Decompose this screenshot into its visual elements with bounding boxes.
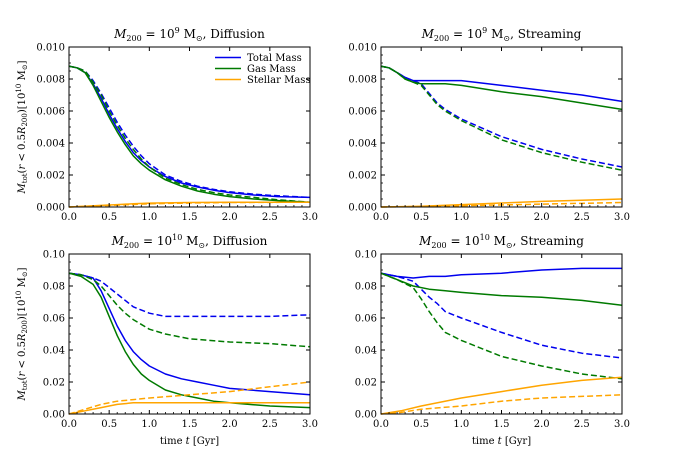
series-total-mass-dashed xyxy=(68,65,311,199)
y-tick-label: 0.000 xyxy=(348,203,377,214)
y-axis-label: Mtot(r < 0.5R200)[1010 M⊙] xyxy=(15,267,29,401)
x-tick-label: 3.0 xyxy=(302,212,318,223)
series-group xyxy=(380,267,623,415)
series-total-mass-dashed xyxy=(68,272,311,318)
y-tick-label: 0.02 xyxy=(355,378,377,389)
x-tick-label: 2.5 xyxy=(262,212,278,223)
y-tick-label: 0.000 xyxy=(36,203,65,214)
x-tick-label: 0.0 xyxy=(61,212,77,223)
y-tick-label: 0.00 xyxy=(43,410,65,421)
subplot-title: M200 = 1010 M⊙, Diffusion xyxy=(111,233,268,250)
series-total-mass-solid xyxy=(68,272,311,396)
subplot-title: M200 = 109 M⊙, Diffusion xyxy=(113,26,265,43)
series-gas-mass-dashed xyxy=(380,65,623,171)
series-stellar-mass-dashed xyxy=(380,394,623,415)
x-tick-label: 3.0 xyxy=(614,212,630,223)
x-tick-label: 1.5 xyxy=(494,419,510,430)
x-tick-label: 1.0 xyxy=(141,419,157,430)
series-gas-mass-dashed xyxy=(68,65,311,203)
subplot-title: M200 = 109 M⊙, Streaming xyxy=(421,26,582,43)
y-tick-label: 0.002 xyxy=(348,171,377,182)
x-tick-label: 1.5 xyxy=(494,212,510,223)
y-tick-label: 0.010 xyxy=(348,43,377,54)
subplot-1: 0.0 0.5 1.0 1.5 2.0 2.5 3.0 0.000 0.002 0.004 0.00… xyxy=(15,26,318,223)
x-tick-label: 1.5 xyxy=(182,212,198,223)
subplot-2: 0.0 0.5 1.0 1.5 2.0 2.5 3.0 0.000 0.002 0.004 0.00… xyxy=(348,26,630,223)
x-tick-label: 0.5 xyxy=(413,419,429,430)
y-tick-label: 0.04 xyxy=(355,346,377,357)
x-tick-label: 0.5 xyxy=(101,212,117,223)
series-gas-mass-dashed xyxy=(68,272,311,348)
y-tick-label: 0.006 xyxy=(348,107,377,118)
x-tick-label: 0.0 xyxy=(61,419,77,430)
series-gas-mass-dashed xyxy=(380,272,623,380)
series-stellar-mass-dashed xyxy=(68,201,311,208)
y-tick-label: 0.008 xyxy=(36,75,65,86)
y-tick-label: 0.010 xyxy=(36,43,65,54)
x-tick-label: 2.5 xyxy=(574,419,590,430)
series-stellar-mass-dashed xyxy=(68,381,311,415)
x-tick-label: 1.0 xyxy=(453,419,469,430)
series-gas-mass-solid xyxy=(68,272,311,409)
x-tick-label: 2.0 xyxy=(222,419,238,430)
y-tick-label: 0.08 xyxy=(355,282,377,293)
series-group xyxy=(68,272,311,415)
x-tick-label: 3.0 xyxy=(302,419,318,430)
x-tick-label: 0.5 xyxy=(101,419,117,430)
legend-label: Gas Mass xyxy=(247,64,296,75)
x-tick-label: 1.0 xyxy=(141,212,157,223)
series-gas-mass-solid xyxy=(68,65,311,203)
x-tick-label: 2.0 xyxy=(534,419,550,430)
y-axis-label: Mtot(r < 0.5R200)[1010 M⊙] xyxy=(15,60,29,194)
series-stellar-mass-solid xyxy=(380,376,623,415)
series-gas-mass-solid xyxy=(380,272,623,306)
y-tick-label: 0.10 xyxy=(355,250,377,261)
series-gas-mass-solid xyxy=(380,65,623,111)
y-tick-label: 0.06 xyxy=(43,314,65,325)
x-tick-label: 0.5 xyxy=(413,212,429,223)
y-tick-label: 0.10 xyxy=(43,250,65,261)
y-tick-label: 0.06 xyxy=(355,314,377,325)
series-total-mass-dashed xyxy=(380,272,623,359)
y-tick-label: 0.006 xyxy=(36,107,65,118)
x-tick-label: 2.0 xyxy=(222,212,238,223)
subplot-title: M200 = 1010 M⊙, Streaming xyxy=(418,233,584,250)
y-tick-label: 0.004 xyxy=(348,139,377,150)
series-total-mass-solid xyxy=(380,267,622,279)
y-tick-label: 0.008 xyxy=(348,75,377,86)
series-total-mass-solid xyxy=(68,65,311,199)
x-tick-label: 2.0 xyxy=(534,212,550,223)
y-tick-label: 0.002 xyxy=(36,171,65,182)
x-tick-label: 0.0 xyxy=(373,419,389,430)
subplot-4: 0.0 0.5 1.0 1.5 2.0 2.5 3.0 0.00 0.02 0.04 0.06 0.0… xyxy=(355,233,630,447)
y-tick-label: 0.04 xyxy=(43,346,65,357)
x-tick-label: 1.5 xyxy=(182,419,198,430)
x-axis-label: time t [Gyr] xyxy=(472,436,531,447)
legend-label: Stellar Mass xyxy=(247,75,311,86)
x-tick-label: 1.0 xyxy=(453,212,469,223)
y-tick-label: 0.00 xyxy=(355,410,377,421)
y-tick-label: 0.08 xyxy=(43,282,65,293)
x-tick-label: 2.5 xyxy=(262,419,278,430)
x-tick-label: 2.5 xyxy=(574,212,590,223)
subplot-3: 0.0 0.5 1.0 1.5 2.0 2.5 3.0 0.00 0.02 0.04 0.06 0.0… xyxy=(15,233,318,447)
x-tick-label: 0.0 xyxy=(373,212,389,223)
series-stellar-mass-solid xyxy=(68,402,310,415)
y-tick-label: 0.02 xyxy=(43,378,65,389)
legend-label: Total Mass xyxy=(247,53,302,64)
y-tick-label: 0.004 xyxy=(36,139,65,150)
x-tick-label: 3.0 xyxy=(614,419,630,430)
x-axis-label: time t [Gyr] xyxy=(160,436,219,447)
